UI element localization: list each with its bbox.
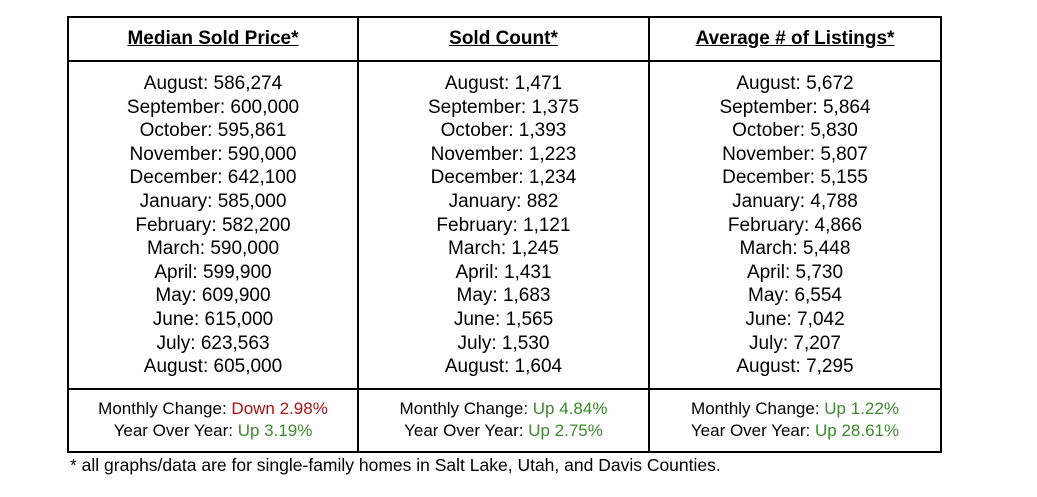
month-value-row: November: 590,000	[129, 143, 297, 165]
market-stats-table: Median Sold Price* Sold Count* Average #…	[67, 16, 942, 453]
monthly-change-label: Monthly Change:	[98, 398, 232, 418]
month-value-row: October: 1,393	[440, 120, 567, 142]
year-over-year-value: Up 3.19%	[237, 420, 313, 440]
monthly-change-value: Up 1.22%	[824, 398, 899, 418]
month-value-row: July: 623,563	[156, 332, 270, 354]
month-value-row: July: 1,530	[457, 332, 550, 354]
month-value-row: June: 7,042	[745, 308, 845, 330]
month-value-row: January: 585,000	[139, 190, 287, 212]
month-value-row: June: 615,000	[152, 308, 274, 330]
median-sold-price-changes: Monthly Change: Down 2.98% Year Over Yea…	[69, 390, 359, 451]
month-value-row: December: 5,155	[722, 167, 868, 189]
month-value-row: October: 5,830	[732, 120, 858, 142]
header-average-listings: Average # of Listings*	[650, 18, 940, 62]
month-value-row: December: 642,100	[129, 167, 297, 189]
month-value-row: August: 586,274	[143, 73, 283, 94]
month-value-row: July: 7,207	[749, 332, 841, 354]
month-value-row: November: 5,807	[722, 143, 868, 165]
month-value-row: March: 5,448	[739, 238, 851, 260]
monthly-change-label: Monthly Change:	[399, 398, 533, 418]
monthly-change-label: Monthly Change:	[691, 398, 825, 418]
median-sold-price-values: August: 586,274 September: 600,000 October…	[69, 62, 359, 390]
monthly-change-value: Down 2.98%	[231, 398, 328, 418]
monthly-change-value: Up 4.84%	[532, 398, 608, 418]
month-value-row: April: 599,900	[154, 261, 272, 283]
average-listings-values: August: 5,672 September: 5,864 October: 5,…	[650, 62, 940, 390]
month-value-row: March: 590,000	[146, 238, 280, 260]
average-listings-changes: Monthly Change: Up 1.22% Year Over Year:…	[650, 390, 940, 451]
month-value-row: November: 1,223	[430, 143, 577, 165]
header-median-sold-price: Median Sold Price*	[69, 18, 359, 62]
month-value-row: August: 7,295	[736, 356, 854, 378]
year-over-year-line: Year Over Year: Up 28.61%	[650, 420, 940, 442]
month-value-row: August: 1,471	[444, 73, 563, 94]
year-over-year-line: Year Over Year: Up 2.75%	[359, 420, 648, 442]
footnote: * all graphs/data are for single-family …	[70, 455, 721, 475]
month-value-row: May: 1,683	[456, 285, 551, 307]
sold-count-values: August: 1,471 September: 1,375 October: 1,…	[359, 62, 650, 390]
year-over-year-line: Year Over Year: Up 3.19%	[69, 420, 357, 442]
month-value-row: February: 4,866	[727, 214, 863, 236]
month-value-row: May: 609,900	[155, 285, 271, 307]
year-over-year-value: Up 28.61%	[815, 420, 900, 440]
month-value-row: February: 582,200	[135, 214, 291, 236]
month-value-row: June: 1,565	[453, 308, 554, 330]
monthly-change-line: Monthly Change: Down 2.98%	[69, 398, 357, 420]
year-over-year-value: Up 2.75%	[528, 420, 603, 440]
monthly-change-line: Monthly Change: Up 4.84%	[359, 398, 648, 420]
year-over-year-label: Year Over Year:	[113, 420, 238, 440]
month-value-row: January: 4,788	[732, 190, 858, 212]
monthly-change-line: Monthly Change: Up 1.22%	[650, 398, 940, 420]
sold-count-changes: Monthly Change: Up 4.84% Year Over Year:…	[359, 390, 650, 451]
month-value-row: January: 882	[448, 190, 559, 212]
month-value-row: October: 595,861	[139, 120, 287, 142]
month-value-row: September: 1,375	[427, 96, 580, 118]
month-value-row: April: 5,730	[746, 261, 844, 283]
header-sold-count: Sold Count*	[359, 18, 650, 62]
month-value-row: September: 5,864	[719, 96, 871, 118]
month-value-row: April: 1,431	[455, 261, 552, 283]
month-value-row: May: 6,554	[748, 285, 842, 307]
month-value-row: March: 1,245	[448, 238, 559, 260]
month-value-row: September: 600,000	[126, 96, 300, 118]
month-value-row: August: 5,672	[736, 73, 854, 94]
month-value-row: February: 1,121	[436, 214, 571, 236]
month-value-row: August: 1,604	[444, 356, 563, 378]
year-over-year-label: Year Over Year:	[690, 420, 815, 440]
month-value-row: August: 605,000	[143, 356, 283, 378]
year-over-year-label: Year Over Year:	[404, 420, 529, 440]
month-value-row: December: 1,234	[430, 167, 577, 189]
